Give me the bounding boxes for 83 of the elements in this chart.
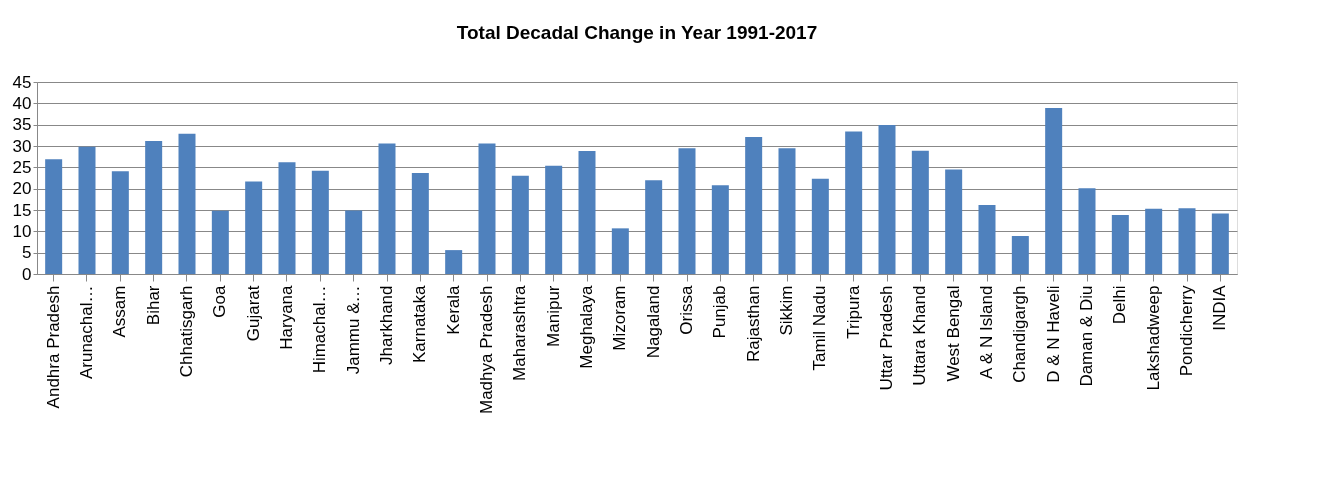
bar	[545, 165, 563, 274]
x-tick-label: Assam	[110, 285, 130, 338]
x-tick-label: Pondicherry	[1177, 285, 1196, 377]
y-tick-label: 5	[22, 243, 32, 263]
x-tick-label: Orissa	[677, 284, 696, 335]
x-tick-label: Tamil Nadu	[810, 285, 830, 371]
y-tick-label: 15	[12, 200, 32, 220]
x-tick-label: Uttar Pradesh	[877, 285, 896, 391]
x-tick-label: Delhi	[1110, 285, 1130, 325]
bar	[78, 146, 96, 274]
bar	[445, 250, 463, 274]
bar	[145, 140, 163, 274]
x-tick-label: Tripura	[843, 284, 863, 339]
bar	[378, 143, 396, 274]
bar	[478, 143, 496, 274]
bar	[1145, 208, 1163, 274]
bar	[1045, 108, 1063, 274]
bar	[411, 172, 429, 274]
bar	[778, 148, 796, 274]
bar	[1111, 215, 1129, 274]
y-tick-label: 0	[22, 264, 32, 284]
x-tick-label: Goa	[210, 284, 230, 318]
bar	[178, 133, 196, 274]
bar	[511, 175, 529, 274]
bar	[645, 180, 663, 274]
x-tick-label: Jammu &…	[343, 285, 363, 375]
bar	[45, 159, 63, 274]
x-tick-label: Karnataka	[410, 284, 430, 363]
y-tick-label: 20	[12, 179, 32, 199]
bar	[978, 204, 996, 274]
x-tick-label: Manipur	[543, 285, 563, 347]
x-tick-label: Mizoram	[610, 285, 630, 351]
x-tick-label: Arunachal…	[77, 285, 96, 380]
x-tick-label: Sikkim	[777, 285, 796, 336]
bar	[1078, 188, 1096, 274]
bar	[1011, 236, 1029, 274]
x-tick-label: Meghalaya	[577, 284, 596, 369]
x-tick-label: Maharashtra	[510, 284, 530, 381]
y-tick-label: 40	[12, 93, 32, 113]
bar	[611, 228, 629, 274]
bar	[345, 210, 363, 274]
x-tick-label: Andhra Pradesh	[43, 285, 63, 409]
x-tick-label: Bihar	[143, 285, 163, 326]
x-tick-label: Haryana	[277, 284, 296, 350]
chart-title: Total Decadal Change in Year 1991-2017	[456, 22, 818, 43]
bar	[578, 151, 596, 274]
x-tick-label: Madhya Pradesh	[477, 285, 496, 415]
x-tick-label: Gujarat	[243, 285, 263, 342]
bar	[878, 125, 896, 274]
x-tick-label: A & N Island	[977, 285, 996, 380]
x-tick-label: Chandigargh	[1010, 285, 1030, 383]
bar	[1211, 213, 1229, 274]
x-tick-label: Daman & Diu	[1077, 285, 1096, 387]
bar	[711, 185, 729, 274]
y-tick-label: 45	[12, 72, 32, 92]
bar	[945, 169, 963, 274]
x-tick-label: Himachal…	[310, 285, 330, 374]
bar	[745, 137, 763, 274]
bar	[811, 178, 829, 274]
bar	[678, 148, 696, 274]
bar	[911, 150, 929, 274]
x-tick-label: West Bengal	[943, 285, 963, 382]
bar	[111, 171, 129, 274]
bar	[278, 162, 296, 274]
bar	[245, 181, 263, 274]
bar	[211, 210, 229, 274]
bar	[1178, 208, 1196, 274]
y-tick-label: 25	[12, 157, 32, 177]
x-tick-label: Rajasthan	[743, 285, 763, 363]
x-tick-label: Kerala	[443, 284, 463, 335]
x-tick-label: Jharkhand	[377, 285, 396, 365]
x-tick-label: D & N Haveli	[1043, 285, 1063, 383]
x-tick-label: Nagaland	[643, 285, 663, 359]
y-tick-label: 10	[12, 221, 32, 241]
y-tick-label: 30	[12, 136, 32, 156]
bar	[311, 170, 329, 274]
x-tick-label: Punjab	[710, 285, 730, 339]
y-tick-label: 35	[12, 115, 32, 135]
x-tick-label: Uttara Khand	[910, 285, 930, 386]
bar	[845, 131, 863, 274]
x-tick-label: INDIA	[1210, 284, 1230, 331]
x-tick-label: Chhatisgarh	[177, 285, 196, 378]
x-tick-label: Lakshadweep	[1143, 285, 1163, 391]
